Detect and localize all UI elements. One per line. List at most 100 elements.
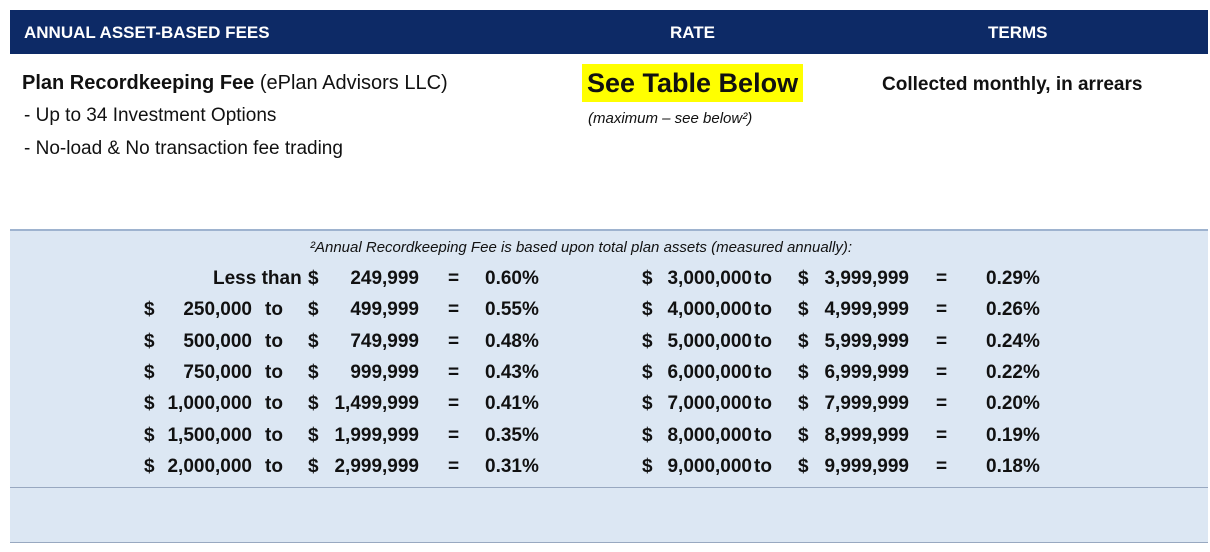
currency-symbol: $ bbox=[144, 393, 155, 415]
currency-symbol: $ bbox=[144, 361, 155, 383]
tier-to-amount: 1,499,999 bbox=[334, 393, 419, 415]
header-rate: RATE bbox=[670, 23, 716, 42]
currency-symbol: $ bbox=[798, 330, 809, 352]
currency-symbol: $ bbox=[798, 361, 809, 383]
to-label: to bbox=[754, 424, 772, 446]
tier-rate: 0.29% bbox=[986, 268, 1040, 289]
to-label: to bbox=[754, 299, 772, 321]
tier-rate: 0.24% bbox=[986, 330, 1040, 352]
to-label: to bbox=[265, 424, 283, 446]
currency-symbol: $ bbox=[308, 393, 319, 415]
tier-to-amount: 6,999,999 bbox=[824, 361, 909, 383]
schedule-note: ²Annual Recordkeeping Fee is based upon … bbox=[310, 239, 852, 256]
tier-from-amount: 250,000 bbox=[183, 299, 252, 321]
tier-from-amount: 1,000,000 bbox=[167, 393, 252, 415]
tier-from-amount: 750,000 bbox=[183, 361, 252, 383]
tier-to-amount: 9,999,999 bbox=[824, 455, 909, 477]
equals-sign: = bbox=[936, 330, 948, 352]
tier-rate: 0.43% bbox=[485, 361, 539, 383]
tier-from-amount: 2,000,000 bbox=[167, 455, 252, 477]
fee-bullet-investment-options: - Up to 34 Investment Options bbox=[24, 105, 277, 126]
tier-to-amount: 1,999,999 bbox=[334, 424, 419, 446]
currency-symbol: $ bbox=[642, 455, 653, 477]
tier-to-amount: 499,999 bbox=[350, 299, 419, 321]
currency-symbol: $ bbox=[144, 455, 155, 477]
schedule-bottom-border bbox=[10, 542, 1208, 543]
currency-symbol: $ bbox=[308, 299, 319, 321]
tier-to-amount: 7,999,999 bbox=[824, 393, 909, 415]
currency-symbol: $ bbox=[144, 424, 155, 446]
to-label: to bbox=[754, 455, 772, 477]
tier-rate: 0.19% bbox=[986, 424, 1040, 446]
currency-symbol: $ bbox=[308, 268, 319, 289]
currency-symbol: $ bbox=[642, 424, 653, 446]
tier-rate: 0.26% bbox=[986, 299, 1040, 321]
schedule-divider bbox=[10, 487, 1208, 488]
equals-sign: = bbox=[448, 330, 460, 352]
tier-rate: 0.41% bbox=[485, 393, 539, 415]
tier-rate: 0.20% bbox=[986, 393, 1040, 415]
currency-symbol: $ bbox=[308, 455, 319, 477]
tier-rate: 0.22% bbox=[986, 361, 1040, 383]
to-label: to bbox=[265, 330, 283, 352]
equals-sign: = bbox=[448, 424, 460, 446]
tier-rate: 0.48% bbox=[485, 330, 539, 352]
to-label: to bbox=[754, 361, 772, 383]
tier-rate: 0.60% bbox=[485, 268, 539, 289]
to-label: to bbox=[754, 330, 772, 352]
equals-sign: = bbox=[448, 393, 460, 415]
equals-sign: = bbox=[936, 455, 948, 477]
to-label: to bbox=[754, 393, 772, 415]
equals-sign: = bbox=[936, 424, 948, 446]
header-fees: ANNUAL ASSET-BASED FEES bbox=[24, 23, 270, 42]
to-label: to bbox=[265, 299, 283, 321]
equals-sign: = bbox=[448, 268, 460, 289]
tier-rate: 0.55% bbox=[485, 299, 539, 321]
equals-sign: = bbox=[448, 361, 460, 383]
rate-highlight: See Table Below bbox=[582, 64, 804, 102]
currency-symbol: $ bbox=[642, 299, 653, 321]
fee-bullet-no-load: - No-load & No transaction fee trading bbox=[24, 138, 343, 159]
fee-name: Plan Recordkeeping Fee bbox=[22, 72, 255, 94]
tier-from-amount: 7,000,000 bbox=[667, 393, 752, 415]
tier-rate: 0.18% bbox=[986, 455, 1040, 477]
rate-note: (maximum – see below²) bbox=[588, 110, 753, 127]
tier-from-amount: 9,000,000 bbox=[667, 455, 752, 477]
currency-symbol: $ bbox=[144, 330, 155, 352]
terms-text: Collected monthly, in arrears bbox=[882, 74, 1143, 95]
to-label: to bbox=[754, 268, 772, 289]
tier-to-amount: 2,999,999 bbox=[334, 455, 419, 477]
currency-symbol: $ bbox=[308, 424, 319, 446]
currency-symbol: $ bbox=[798, 393, 809, 415]
currency-symbol: $ bbox=[798, 455, 809, 477]
tier-rate: 0.35% bbox=[485, 424, 539, 446]
tier-from-amount: 8,000,000 bbox=[667, 424, 752, 446]
currency-symbol: $ bbox=[642, 268, 653, 289]
tier-from-amount: 500,000 bbox=[183, 330, 252, 352]
tier-to-amount: 5,999,999 bbox=[824, 330, 909, 352]
currency-symbol: $ bbox=[642, 393, 653, 415]
equals-sign: = bbox=[936, 299, 948, 321]
to-label: to bbox=[265, 393, 283, 415]
tier-to-amount: 999,999 bbox=[350, 361, 419, 383]
to-label: to bbox=[265, 361, 283, 383]
currency-symbol: $ bbox=[642, 330, 653, 352]
tier-to-amount: 8,999,999 bbox=[824, 424, 909, 446]
equals-sign: = bbox=[448, 299, 460, 321]
currency-symbol: $ bbox=[308, 361, 319, 383]
fee-provider: (ePlan Advisors LLC) bbox=[254, 72, 448, 94]
tier-to-amount: 749,999 bbox=[350, 330, 419, 352]
tier-to-amount: 4,999,999 bbox=[824, 299, 909, 321]
to-label: to bbox=[265, 455, 283, 477]
tier-from-amount: 3,000,000 bbox=[667, 268, 752, 289]
equals-sign: = bbox=[448, 455, 460, 477]
tier-to-amount: 249,999 bbox=[350, 268, 419, 289]
fee-schedule: ²Annual Recordkeeping Fee is based upon … bbox=[10, 229, 1208, 543]
fee-title: Plan Recordkeeping Fee (ePlan Advisors L… bbox=[22, 72, 448, 95]
currency-symbol: $ bbox=[642, 361, 653, 383]
currency-symbol: $ bbox=[308, 330, 319, 352]
tier-from-amount: 5,000,000 bbox=[667, 330, 752, 352]
equals-sign: = bbox=[936, 393, 948, 415]
tier-from-amount: 4,000,000 bbox=[667, 299, 752, 321]
less-than-label: Less than bbox=[213, 268, 302, 289]
